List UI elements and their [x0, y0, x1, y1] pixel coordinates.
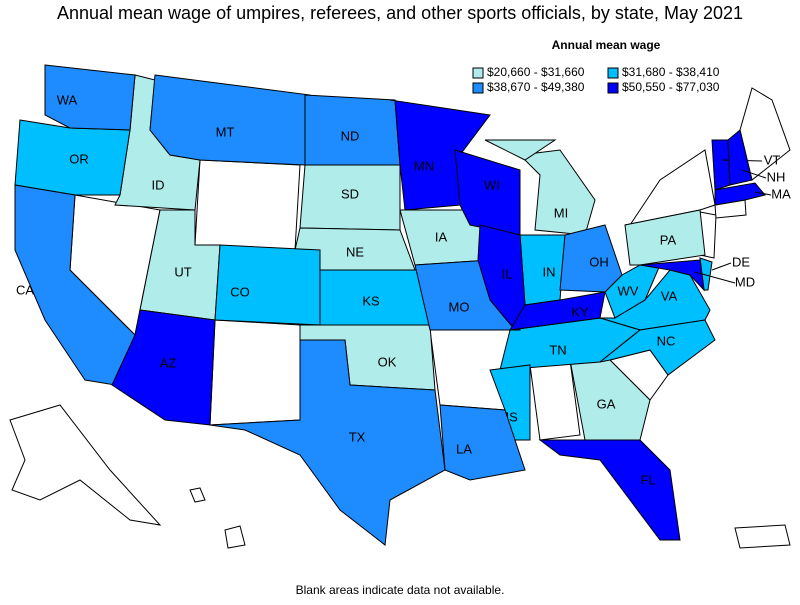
state [439, 404, 526, 481]
state-label: LA [456, 441, 472, 456]
state [624, 209, 706, 266]
state [111, 309, 216, 426]
state-label: TX [349, 429, 366, 444]
state-label: IA [435, 229, 448, 244]
state [711, 139, 731, 191]
legend-label: $50,550 - $77,030 [622, 80, 720, 94]
state-label: MT [216, 124, 235, 139]
state-label: VA [661, 288, 678, 303]
state-blank [194, 159, 301, 251]
state-blank [224, 525, 246, 549]
state-label: TN [549, 342, 566, 357]
state-label: OR [69, 151, 89, 166]
state [559, 224, 623, 293]
blank-states [9, 87, 791, 549]
state-label: MO [449, 299, 470, 314]
legend-swatch [607, 67, 619, 79]
state-label: WV [618, 283, 639, 298]
footnote: Blank areas indicate data not available. [296, 583, 505, 597]
state-label: IL [502, 266, 513, 281]
state-blank [189, 487, 206, 503]
state-label: SD [341, 186, 359, 201]
state-label: CA [16, 282, 34, 297]
state-label: NH [767, 169, 786, 184]
state-blank [209, 319, 301, 426]
state-label: FL [640, 472, 655, 487]
state [509, 291, 606, 331]
state-label: KS [362, 293, 380, 308]
state [477, 224, 526, 331]
state-label: WA [57, 92, 78, 107]
state-label: IN [543, 264, 556, 279]
state-label: OK [378, 354, 397, 369]
legend-swatch [472, 67, 484, 79]
state [389, 99, 491, 211]
state [714, 182, 766, 206]
map-title: Annual mean wage of umpires, referees, a… [57, 3, 743, 23]
state-label: WI [484, 177, 500, 192]
state-label: DE [732, 254, 750, 269]
leader-line [754, 191, 772, 196]
state [639, 259, 705, 292]
state-label: AZ [160, 355, 177, 370]
state-blank [9, 404, 162, 526]
state-label: MD [735, 274, 755, 289]
state [538, 439, 681, 541]
state-label: OH [589, 254, 609, 269]
state-label: NE [346, 244, 364, 259]
state-label: GA [597, 396, 616, 411]
legend-label: $31,680 - $38,410 [622, 65, 720, 79]
state-label: ND [341, 128, 360, 143]
state-label: NC [657, 333, 676, 348]
legend-swatch [472, 82, 484, 94]
state-label: CO [230, 284, 250, 299]
legend-title: Annual mean wage [552, 38, 661, 52]
state-blank [734, 524, 791, 549]
legend-label: $38,670 - $49,380 [487, 80, 585, 94]
state-label: ID [152, 177, 165, 192]
state [599, 319, 716, 376]
leader-line [711, 262, 732, 271]
state [44, 64, 136, 131]
state [484, 139, 557, 161]
state-label: MA [771, 186, 791, 201]
state-label: PA [660, 232, 677, 247]
state [149, 74, 311, 166]
leader-line [694, 271, 736, 284]
state-label: VT [764, 152, 781, 167]
legend-label: $20,660 - $31,660 [487, 65, 585, 79]
state-label: UT [174, 264, 191, 279]
state-label: KY [571, 304, 589, 319]
legend-swatch [607, 82, 619, 94]
state-label: MN [414, 158, 434, 173]
state-label: MI [554, 205, 568, 220]
state [518, 149, 596, 236]
leader-line [741, 169, 767, 179]
